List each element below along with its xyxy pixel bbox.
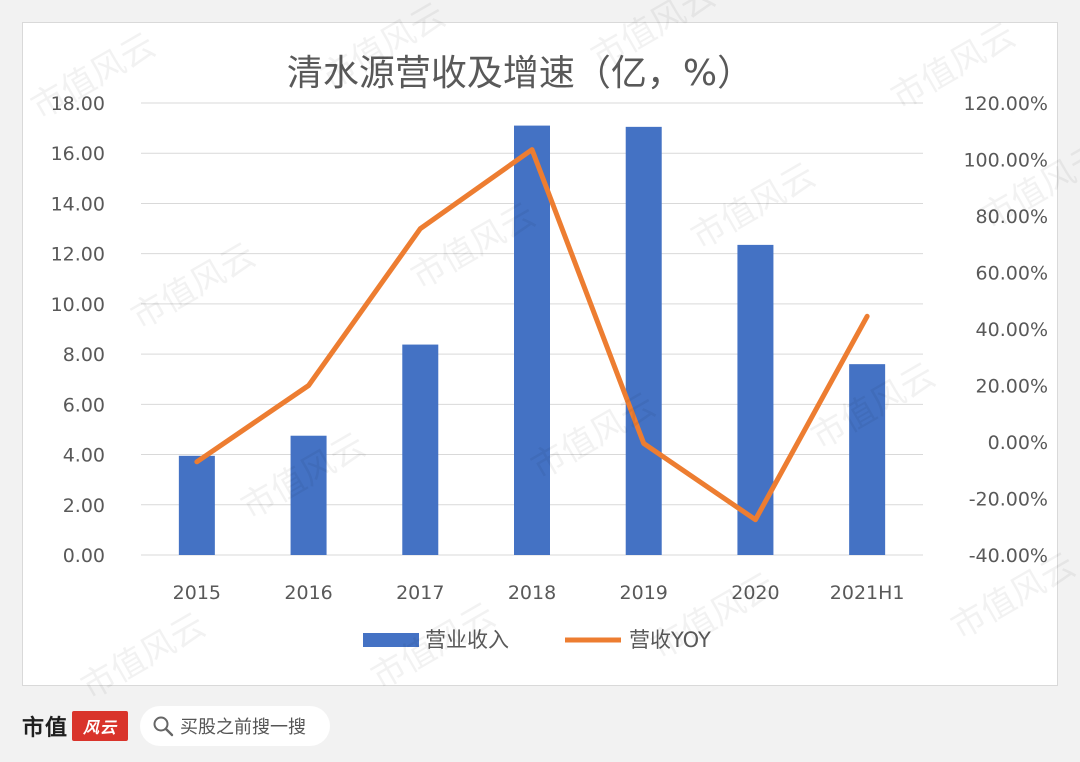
brand-text: 市值 [22,715,69,741]
search-text: 买股之前搜一搜 [180,717,306,738]
left-axis-tick-label: 10.00 [51,294,105,316]
right-axis-tick-label: 80.00% [976,206,1048,228]
right-axis-tick-label: 40.00% [976,319,1048,341]
left-axis-tick-label: 8.00 [63,344,105,366]
x-axis-tick-label: 2017 [396,582,444,604]
left-axis-tick-label: 6.00 [63,394,105,416]
legend-bar-swatch [363,633,419,647]
left-axis-tick-label: 4.00 [63,445,105,467]
legend: 营业收入 营收YOY [363,628,711,652]
x-axis-tick-label: 2021H1 [830,582,905,604]
bar-2017 [402,344,439,555]
search-box[interactable]: 买股之前搜一搜 [140,706,330,746]
right-axis-tick-label: 20.00% [976,376,1048,398]
line-series [194,147,870,523]
left-axis-tick-label: 18.00 [51,93,105,115]
bar-2018 [514,125,550,555]
legend-line-label: 营收YOY [629,628,711,652]
x-axis-tick-label: 2018 [508,582,556,604]
left-axis-tick-label: 2.00 [63,495,105,517]
x-axis-tick-label: 2015 [173,582,221,604]
x-axis-ticks: 2015 2016 2017 2018 2019 2020 2021H1 [173,582,905,604]
right-axis-tick-label: 0.00% [988,432,1048,454]
left-axis-tick-label: 14.00 [51,193,105,215]
left-axis-tick-label: 16.00 [51,143,105,165]
chart-svg: 0.00 2.00 4.00 6.00 8.00 10.00 12.00 14.00 16.00… [51,53,1048,652]
bars [178,125,886,555]
x-axis-tick-label: 2019 [620,582,668,604]
brand-seal: 风云 [72,711,129,741]
legend-bar-label: 营业收入 [425,628,509,652]
right-axis-ticks: -40.00% -20.00% 0.00% 20.00% 40.00% 60.00% 80.… [963,93,1048,567]
bar-2015 [178,455,215,555]
left-axis-ticks: 0.00 2.00 4.00 6.00 8.00 10.00 12.00 14.00 16.00… [51,93,105,567]
chart-title: 清水源营收及增速（亿，%） [287,53,753,94]
x-axis-tick-label: 2020 [731,582,779,604]
left-axis-tick-label: 12.00 [51,244,105,266]
brand-logo: 市值 风云 [22,708,129,744]
bar-2016 [290,435,327,555]
right-axis-tick-label: -20.00% [969,489,1048,511]
bar-2019 [625,126,662,555]
x-axis-tick-label: 2016 [284,582,332,604]
footer: 市值 风云 买股之前搜一搜 [0,690,1080,762]
right-axis-tick-label: -40.00% [969,545,1048,567]
right-axis-tick-label: 120.00% [963,93,1048,115]
chart-frame: 0.00 2.00 4.00 6.00 8.00 10.00 12.00 14.00 16.00… [22,22,1058,686]
search-icon [153,716,174,737]
right-axis-tick-label: 100.00% [963,150,1048,172]
bar-2021H1 [849,364,886,555]
bar-2020 [737,244,774,555]
left-axis-tick-label: 0.00 [63,545,105,567]
right-axis-tick-label: 60.00% [976,263,1048,285]
